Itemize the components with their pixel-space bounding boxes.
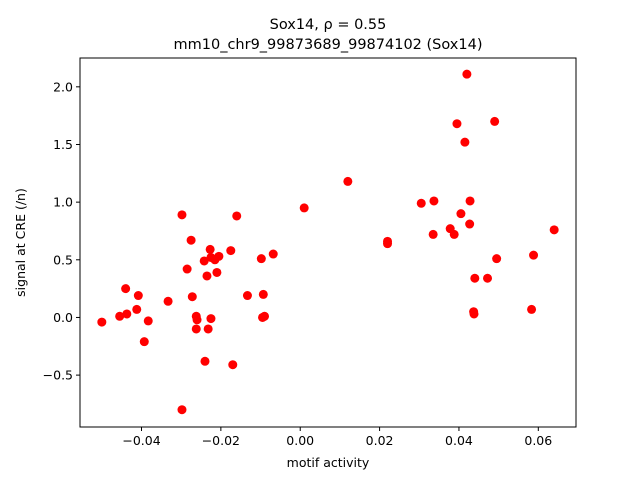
- data-point: [191, 324, 201, 334]
- data-point: [192, 315, 202, 325]
- x-tick-label: −0.04: [122, 433, 160, 448]
- data-point: [133, 291, 143, 301]
- data-point: [187, 292, 197, 302]
- data-point: [202, 271, 212, 281]
- data-point: [205, 244, 215, 254]
- data-point: [206, 314, 216, 324]
- data-point: [449, 229, 459, 239]
- data-point: [460, 137, 470, 147]
- data-point: [132, 304, 142, 314]
- data-point: [260, 311, 270, 321]
- data-point: [492, 254, 502, 264]
- data-point: [115, 311, 125, 321]
- data-point: [200, 356, 210, 366]
- data-point: [122, 309, 132, 319]
- data-point: [549, 225, 559, 235]
- y-tick-label: 0.5: [53, 252, 73, 267]
- data-point: [139, 337, 149, 347]
- data-point: [490, 116, 500, 126]
- x-axis-label: motif activity: [287, 455, 370, 470]
- data-point: [465, 196, 475, 206]
- x-tick-label: −0.02: [202, 433, 240, 448]
- data-point: [143, 316, 153, 326]
- data-point: [462, 69, 472, 79]
- data-point: [465, 219, 475, 229]
- data-point: [232, 211, 242, 221]
- data-point: [163, 296, 173, 306]
- x-tick-label: 0.00: [286, 433, 314, 448]
- data-point: [177, 210, 187, 220]
- y-axis: −0.5 0.0 0.5 1.0 1.5 2.0: [43, 79, 80, 383]
- x-tick-label: 0.04: [445, 433, 473, 448]
- data-point: [527, 304, 537, 314]
- data-point: [212, 267, 222, 277]
- data-point: [469, 309, 479, 319]
- data-point: [299, 203, 309, 213]
- data-point: [483, 273, 493, 283]
- y-tick-label: −0.5: [43, 368, 73, 383]
- data-point: [383, 239, 393, 249]
- y-tick-label: 2.0: [53, 79, 73, 94]
- data-point: [182, 264, 192, 274]
- x-tick-label: 0.06: [524, 433, 552, 448]
- x-axis: −0.04 −0.02 0.00 0.02 0.04 0.06: [122, 427, 552, 448]
- data-point: [214, 251, 224, 261]
- data-point: [256, 254, 266, 264]
- data-point: [428, 229, 438, 239]
- x-tick-label: 0.02: [366, 433, 394, 448]
- y-tick-label: 0.0: [53, 310, 73, 325]
- data-point: [226, 246, 236, 256]
- data-point: [186, 235, 196, 245]
- data-point: [452, 119, 462, 129]
- data-point: [416, 198, 426, 208]
- y-tick-label: 1.0: [53, 195, 73, 210]
- plot-frame: [79, 57, 577, 428]
- data-point: [258, 289, 268, 299]
- data-point: [343, 176, 353, 186]
- data-point: [429, 196, 439, 206]
- y-tick-label: 1.5: [53, 137, 73, 152]
- y-axis-label: signal at CRE (/n): [13, 188, 28, 297]
- data-points: [97, 69, 559, 415]
- chart-title: Sox14, ρ = 0.55: [270, 17, 387, 33]
- data-point: [268, 249, 278, 259]
- data-point: [121, 284, 131, 294]
- data-point: [470, 273, 480, 283]
- chart-subtitle: mm10_chr9_99873689_99874102 (Sox14): [174, 37, 483, 53]
- data-point: [529, 250, 539, 260]
- data-point: [97, 317, 107, 327]
- data-point: [456, 209, 466, 219]
- data-point: [177, 405, 187, 415]
- data-point: [242, 291, 252, 301]
- data-point: [203, 324, 213, 334]
- data-point: [228, 360, 238, 370]
- data-point: [199, 256, 209, 266]
